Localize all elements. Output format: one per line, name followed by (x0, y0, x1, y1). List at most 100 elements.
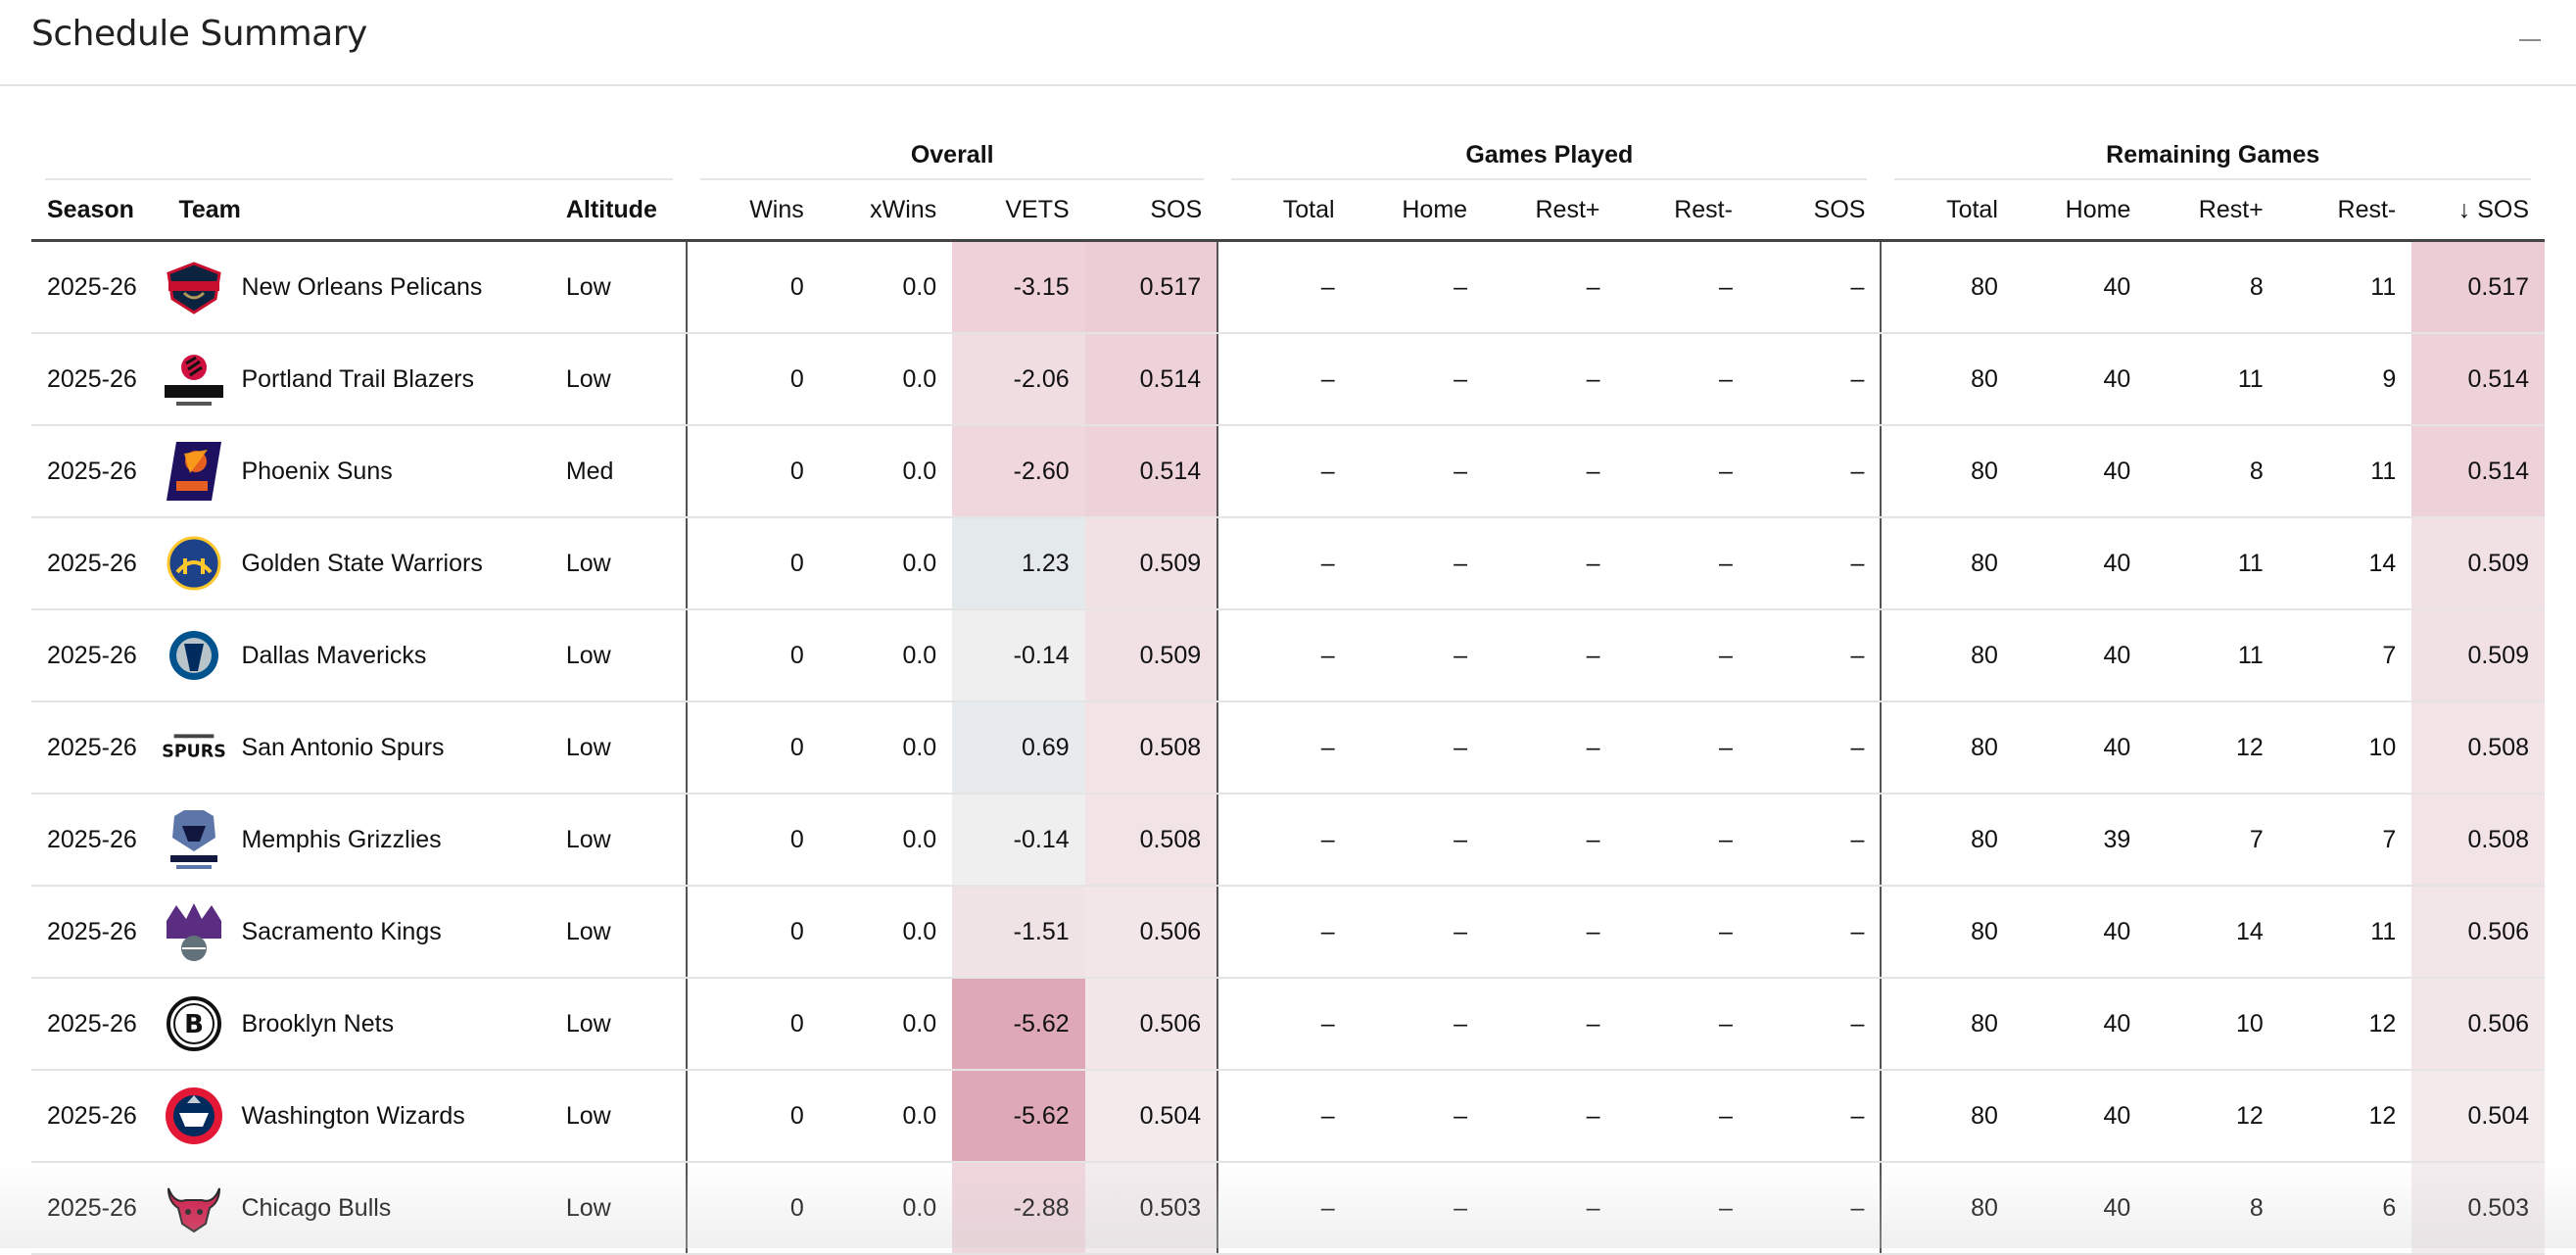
cell-wins: 0 (686, 517, 820, 610)
cell-sos: 0.508 (1084, 701, 1218, 795)
cell-rg-sos: 0.503 (2411, 1162, 2545, 1255)
cell-gp-rest-minus: – (1615, 425, 1748, 518)
cell-rg-home: 40 (2013, 425, 2147, 518)
cell-rg-rest-plus: 12 (2146, 1070, 2279, 1163)
col-header-rg-rest-plus[interactable]: Rest+ (2146, 180, 2279, 242)
col-header-season[interactable]: Season (31, 180, 164, 242)
cell-gp-home: – (1350, 978, 1484, 1071)
cell-wins: 0 (686, 1070, 820, 1163)
cell-wins: 0 (686, 886, 820, 979)
col-header-team[interactable]: Team (163, 180, 550, 242)
table-row[interactable]: 2025-26 New Orleans Pelicans Low 0 0.0 -3.15 0… (31, 240, 2545, 334)
team-name: Sacramento Kings (241, 917, 442, 945)
cell-vets: -0.14 (952, 609, 1085, 702)
cell-xwins: 0.0 (819, 333, 953, 426)
cell-rg-rest-plus: 8 (2146, 425, 2279, 518)
team-name: San Antonio Spurs (241, 733, 445, 761)
panel-header: Schedule Summary (0, 0, 2576, 86)
cell-sos: 0.514 (1084, 425, 1218, 518)
cell-xwins: 0.0 (819, 1070, 953, 1163)
table-row[interactable]: 2025-26 Dallas Mavericks Low 0 0.0 -0.14 0.509… (31, 609, 2545, 702)
cell-rg-rest-minus: 7 (2278, 794, 2412, 887)
cell-rg-total: 80 (1880, 701, 2014, 795)
col-header-sos[interactable]: SOS (1084, 180, 1218, 242)
cell-team: B Brooklyn Nets (163, 978, 550, 1071)
cell-gp-total: – (1216, 333, 1351, 426)
col-header-wins[interactable]: Wins (687, 180, 820, 242)
cell-gp-total: – (1216, 886, 1351, 979)
cell-gp-rest-minus: – (1615, 240, 1748, 334)
table-row[interactable]: 2025-26 Phoenix Suns Med 0 0.0 -2.60 0.514– – – –… (31, 425, 2545, 518)
col-header-gp-home[interactable]: Home (1350, 180, 1484, 242)
team-name: New Orleans Pelicans (241, 272, 483, 301)
col-header-rg-total[interactable]: Total (1881, 180, 2014, 242)
cell-wins: 0 (686, 978, 820, 1071)
cell-sos: 0.509 (1084, 517, 1218, 610)
cell-gp-rest-plus: – (1483, 609, 1616, 702)
cell-rg-home: 39 (2013, 794, 2147, 887)
cell-season: 2025-26 (31, 1070, 164, 1163)
cell-season: 2025-26 (31, 886, 164, 979)
cell-gp-total: – (1216, 517, 1351, 610)
cell-rg-home: 40 (2013, 978, 2147, 1071)
cell-rg-rest-minus: 11 (2278, 425, 2412, 518)
cell-gp-rest-plus: – (1483, 1162, 1616, 1255)
cell-season: 2025-26 (31, 794, 164, 887)
svg-text:B: B (185, 1010, 205, 1039)
cell-gp-rest-minus: – (1615, 333, 1748, 426)
table-row[interactable]: 2025-26 SPURS San Antonio Spurs Low 0 0.0 0.69… (31, 701, 2545, 795)
cell-rg-rest-plus: 12 (2146, 701, 2279, 795)
table-row[interactable]: 2025-26 Washington Wizards Low 0 0.0 -5.62 0.5… (31, 1070, 2545, 1163)
cell-rg-rest-plus: 8 (2146, 240, 2279, 334)
cell-rg-total: 80 (1880, 794, 2014, 887)
collapse-button[interactable] (2507, 22, 2552, 61)
cell-team: Chicago Bulls (163, 1162, 550, 1255)
table-row[interactable]: 2025-26 Chicago Bulls Low 0 0.0 -2.88 0.503– – –… (31, 1162, 2545, 1255)
cell-gp-total: – (1216, 978, 1351, 1071)
cell-sos: 0.509 (1084, 609, 1218, 702)
cell-xwins: 0.0 (819, 978, 953, 1071)
cell-altitude: Low (549, 701, 688, 795)
col-header-rg-home[interactable]: Home (2013, 180, 2147, 242)
cell-sos: 0.508 (1084, 794, 1218, 887)
cell-gp-sos: – (1747, 794, 1882, 887)
cell-gp-rest-plus: – (1483, 425, 1616, 518)
table-row[interactable]: 2025-26 Memphis Grizzlies Low 0 0.0 -0.14 0.50… (31, 794, 2545, 887)
cell-team: Sacramento Kings (163, 886, 550, 979)
cell-team: Portland Trail Blazers (163, 333, 550, 426)
col-header-rg-sos-sorted[interactable]: ↓ SOS (2411, 180, 2545, 242)
cell-wins: 0 (686, 240, 820, 334)
cell-rg-rest-minus: 11 (2278, 240, 2412, 334)
table-row[interactable]: 2025-26 B Brooklyn Nets Low 0 0.0 -5.62 0.506– –… (31, 978, 2545, 1071)
cell-season: 2025-26 (31, 1162, 164, 1255)
cell-sos: 0.506 (1084, 978, 1218, 1071)
group-header-row: Overall Games Played Remaining Games (31, 131, 2545, 180)
table-row[interactable]: 2025-26 Golden State Warriors Low 0 0.0 1.23 0… (31, 517, 2545, 610)
table-row[interactable]: 2025-26 Portland Trail Blazers Low 0 0.0 -2.0… (31, 333, 2545, 426)
cell-xwins: 0.0 (819, 794, 953, 887)
team-name: Chicago Bulls (241, 1193, 392, 1222)
cell-gp-home: – (1350, 701, 1484, 795)
col-header-vets[interactable]: VETS (952, 180, 1085, 242)
cell-wins: 0 (686, 333, 820, 426)
cell-wins: 0 (686, 609, 820, 702)
cell-gp-rest-minus: – (1615, 701, 1748, 795)
cell-rg-sos: 0.506 (2411, 978, 2545, 1071)
col-header-altitude[interactable]: Altitude (549, 180, 688, 242)
col-header-gp-rest-plus[interactable]: Rest+ (1483, 180, 1616, 242)
col-header-gp-rest-minus[interactable]: Rest- (1615, 180, 1748, 242)
cell-sos: 0.503 (1084, 1162, 1218, 1255)
cell-gp-rest-plus: – (1483, 240, 1616, 334)
col-header-gp-sos[interactable]: SOS (1747, 180, 1882, 242)
table-row[interactable]: 2025-26 Sacramento Kings Low 0 0.0 -1.51 0.506… (31, 886, 2545, 979)
cell-gp-rest-plus: – (1483, 794, 1616, 887)
col-header-xwins[interactable]: xWins (819, 180, 953, 242)
cell-gp-rest-minus: – (1615, 517, 1748, 610)
col-header-gp-total[interactable]: Total (1217, 180, 1351, 242)
cell-altitude: Low (549, 794, 688, 887)
cell-gp-total: – (1216, 1162, 1351, 1255)
col-header-rg-rest-minus[interactable]: Rest- (2278, 180, 2412, 242)
cell-gp-rest-plus: – (1483, 701, 1616, 795)
cell-gp-rest-minus: – (1615, 1070, 1748, 1163)
cell-rg-home: 40 (2013, 333, 2147, 426)
